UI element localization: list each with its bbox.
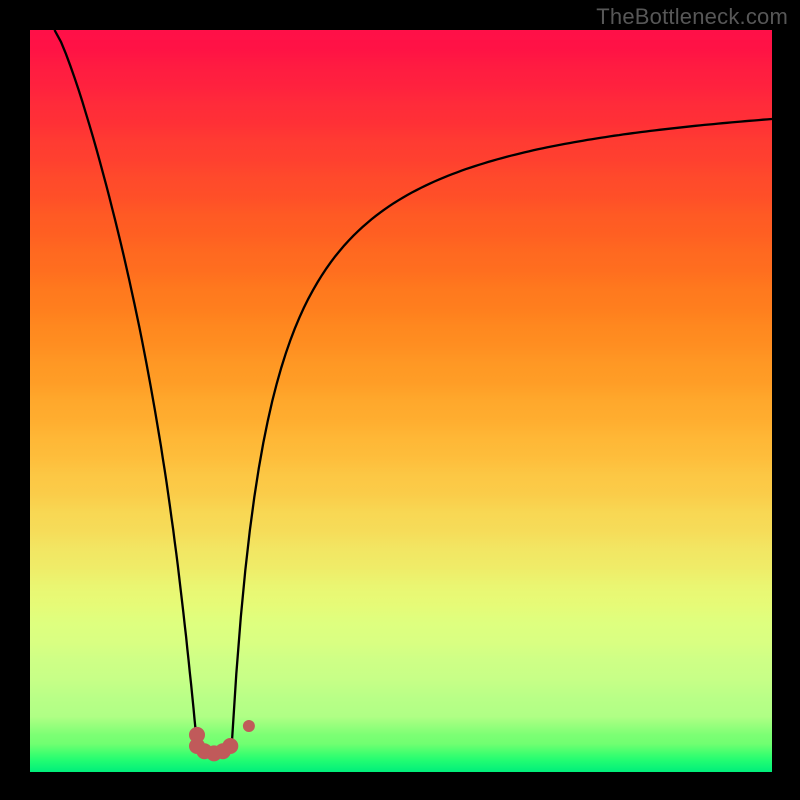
- plot-area: [30, 30, 772, 772]
- chart-curves: [30, 30, 772, 772]
- data-marker: [222, 738, 238, 754]
- data-marker: [243, 720, 255, 732]
- chart-canvas: TheBottleneck.com: [0, 0, 800, 800]
- watermark-label: TheBottleneck.com: [596, 4, 788, 30]
- left-curve: [55, 30, 198, 744]
- right-curve: [232, 119, 772, 744]
